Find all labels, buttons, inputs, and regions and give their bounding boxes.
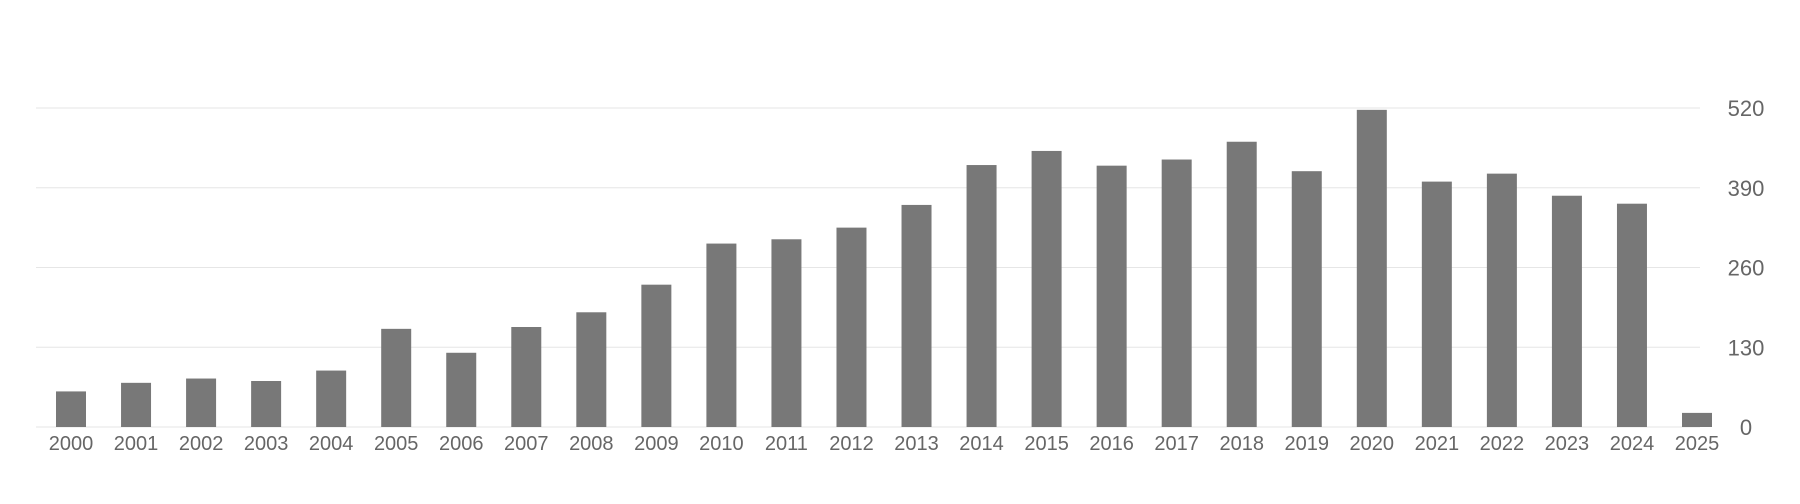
x-tick-label: 2004	[309, 433, 354, 455]
bar-2008	[576, 312, 607, 427]
x-tick-label: 2022	[1480, 433, 1525, 455]
bar-2014	[966, 165, 997, 427]
bar-2022	[1486, 173, 1517, 427]
bar-2016	[1096, 165, 1127, 427]
y-tick-label: 130	[1728, 335, 1765, 360]
x-tick-label: 2003	[244, 433, 289, 455]
bar-2006	[446, 352, 477, 427]
bar-2019	[1291, 171, 1322, 427]
x-tick-label: 2016	[1089, 433, 1134, 455]
x-tick-label: 2023	[1545, 433, 1590, 455]
x-tick-label: 2002	[179, 433, 224, 455]
x-tick-label: 2019	[1285, 433, 1330, 455]
bar-2012	[836, 227, 867, 427]
x-tick-label: 2011	[765, 433, 808, 455]
x-tick-label: 2015	[1024, 433, 1069, 455]
bar-2011	[771, 239, 802, 427]
x-tick-label: 2012	[829, 433, 874, 455]
bar-2015	[1031, 150, 1062, 427]
bar-2005	[381, 328, 412, 427]
x-tick-label: 2010	[699, 433, 744, 455]
bar-2000	[56, 391, 86, 427]
x-axis-ticks: 2000 2001 2002 2003 2004 2005 2006 2007 2008 2009…	[49, 433, 1720, 455]
x-tick-label: 2018	[1219, 433, 1264, 455]
bar-2003	[251, 380, 282, 427]
bar-2020	[1356, 109, 1387, 427]
x-tick-label: 2006	[439, 433, 484, 455]
bar-2010	[706, 243, 737, 427]
x-tick-label: 2001	[114, 433, 159, 455]
y-tick-label: 390	[1728, 176, 1765, 201]
bar-2023	[1551, 195, 1582, 427]
x-tick-label: 2013	[894, 433, 939, 455]
x-tick-label: 2014	[959, 433, 1004, 455]
bar-2024	[1616, 203, 1647, 427]
y-tick-label: 520	[1728, 96, 1765, 121]
bar-2013	[901, 204, 932, 427]
bar-2025	[1682, 412, 1712, 427]
bar-2002	[186, 378, 217, 427]
bars	[56, 109, 1712, 427]
bar-2001	[121, 382, 152, 427]
bar-2007	[511, 327, 542, 427]
x-tick-label: 2021	[1415, 433, 1460, 455]
bar-2009	[641, 284, 672, 427]
x-tick-label: 2017	[1154, 433, 1199, 455]
x-tick-label: 2009	[634, 433, 679, 455]
x-tick-label: 2000	[49, 433, 94, 455]
x-tick-label: 2005	[374, 433, 419, 455]
x-tick-label: 2020	[1350, 433, 1395, 455]
x-tick-label: 2025	[1675, 433, 1720, 455]
x-tick-label: 2024	[1610, 433, 1655, 455]
bar-2017	[1161, 159, 1192, 427]
y-tick-label: 0	[1740, 415, 1752, 440]
bar-2018	[1226, 141, 1257, 427]
x-tick-label: 2008	[569, 433, 614, 455]
x-tick-label: 2007	[504, 433, 549, 455]
y-axis-ticks: 0 130 260 390 520	[1728, 96, 1765, 440]
bar-2004	[316, 370, 347, 427]
bar-2021	[1421, 181, 1452, 427]
y-tick-label: 260	[1728, 256, 1765, 281]
